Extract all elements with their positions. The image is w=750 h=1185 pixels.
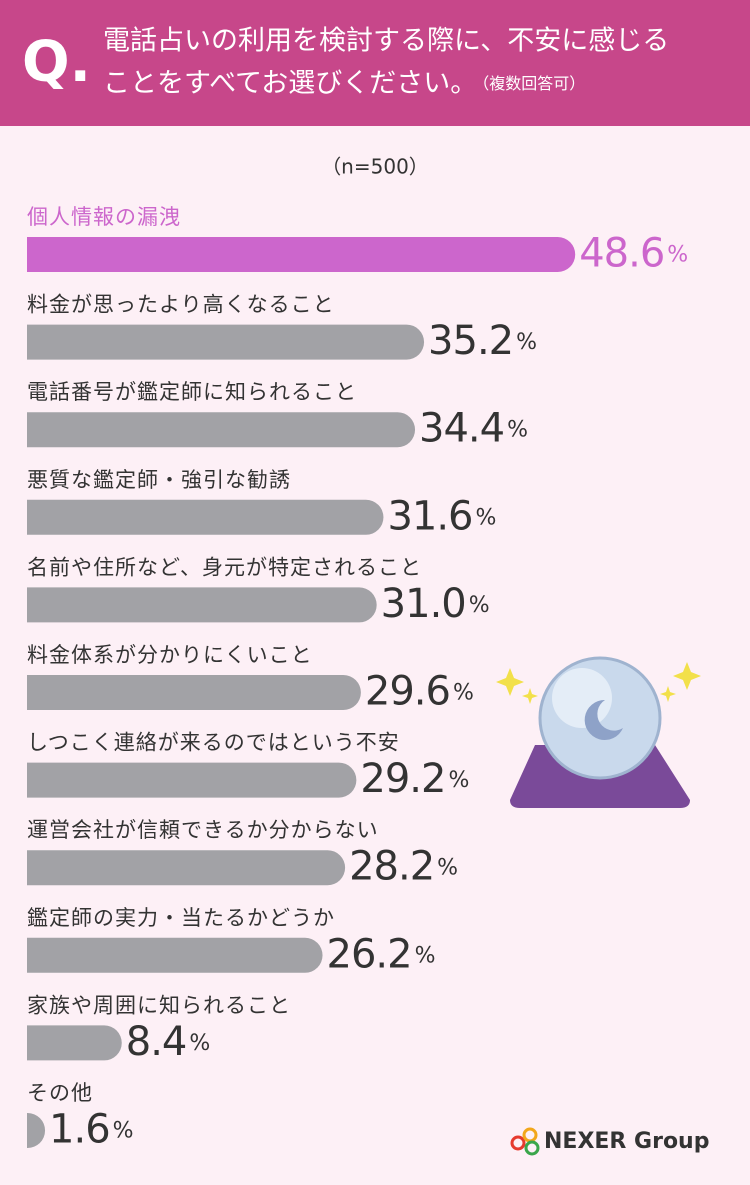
category-label: 運営会社が信頼できるか分からない bbox=[27, 818, 379, 842]
category-label: 家族や周囲に知られること bbox=[27, 993, 291, 1017]
category-label: 料金が思ったより高くなること bbox=[27, 293, 335, 317]
bar bbox=[27, 412, 416, 448]
title-line: ことをすべてお選びください。 （複数回答可） bbox=[103, 68, 585, 99]
header-band bbox=[0, 0, 750, 126]
category-label: その他 bbox=[27, 1081, 93, 1105]
sparkle bbox=[660, 686, 676, 702]
bar bbox=[27, 324, 425, 360]
value-label: 28.2% bbox=[349, 844, 457, 890]
bar bbox=[27, 587, 377, 623]
logo-ring bbox=[510, 1135, 526, 1151]
category-label: 鑑定師の実力・当たるかどうか bbox=[27, 906, 335, 930]
value-label: 1.6% bbox=[49, 1107, 133, 1153]
logo-text: NEXER Group bbox=[544, 1129, 709, 1154]
logo: NEXER Group bbox=[510, 1127, 709, 1156]
bar bbox=[27, 499, 384, 535]
bar bbox=[27, 1025, 122, 1061]
category-label: 悪質な鑑定師・強引な勧誘 bbox=[27, 468, 291, 492]
subtitle: （n=500） bbox=[321, 155, 429, 179]
title-line: 電話占いの利用を検討する際に、不安に感じる bbox=[103, 26, 669, 57]
bar bbox=[27, 675, 361, 710]
logo-ring bbox=[524, 1140, 540, 1156]
q-mark: Q. bbox=[22, 30, 91, 95]
category-label: しつこく連絡が来るのではという不安 bbox=[27, 731, 400, 755]
category-label: 料金体系が分かりにくいこと bbox=[27, 643, 313, 667]
category-label: 個人情報の漏洩 bbox=[27, 205, 181, 229]
value-label: 35.2% bbox=[428, 318, 536, 364]
sparkle bbox=[522, 688, 538, 704]
value-label: 8.4% bbox=[126, 1019, 210, 1065]
value-label: 31.0% bbox=[381, 581, 489, 627]
value-label: 31.6% bbox=[387, 493, 495, 539]
bar bbox=[27, 1113, 46, 1148]
sparkle bbox=[496, 668, 524, 696]
bar bbox=[27, 937, 323, 973]
bar bbox=[27, 762, 357, 798]
ball-shine bbox=[552, 668, 612, 728]
sparkle bbox=[673, 662, 701, 690]
title-line-text: ことをすべてお選びください。 bbox=[103, 68, 477, 99]
value-label: 26.2% bbox=[327, 931, 435, 977]
value-label: 29.2% bbox=[360, 756, 468, 802]
bar bbox=[27, 237, 576, 272]
moon bbox=[584, 699, 623, 740]
title-note: （複数回答可） bbox=[481, 74, 585, 93]
crystal-ball bbox=[496, 656, 701, 808]
category-label: 名前や住所など、身元が特定されること bbox=[27, 555, 422, 579]
value-label: 48.6% bbox=[579, 231, 687, 277]
bar bbox=[27, 850, 346, 886]
value-label: 29.6% bbox=[365, 669, 473, 715]
value-label: 34.4% bbox=[419, 406, 527, 452]
category-label: 電話番号が鑑定師に知られること bbox=[27, 380, 357, 404]
